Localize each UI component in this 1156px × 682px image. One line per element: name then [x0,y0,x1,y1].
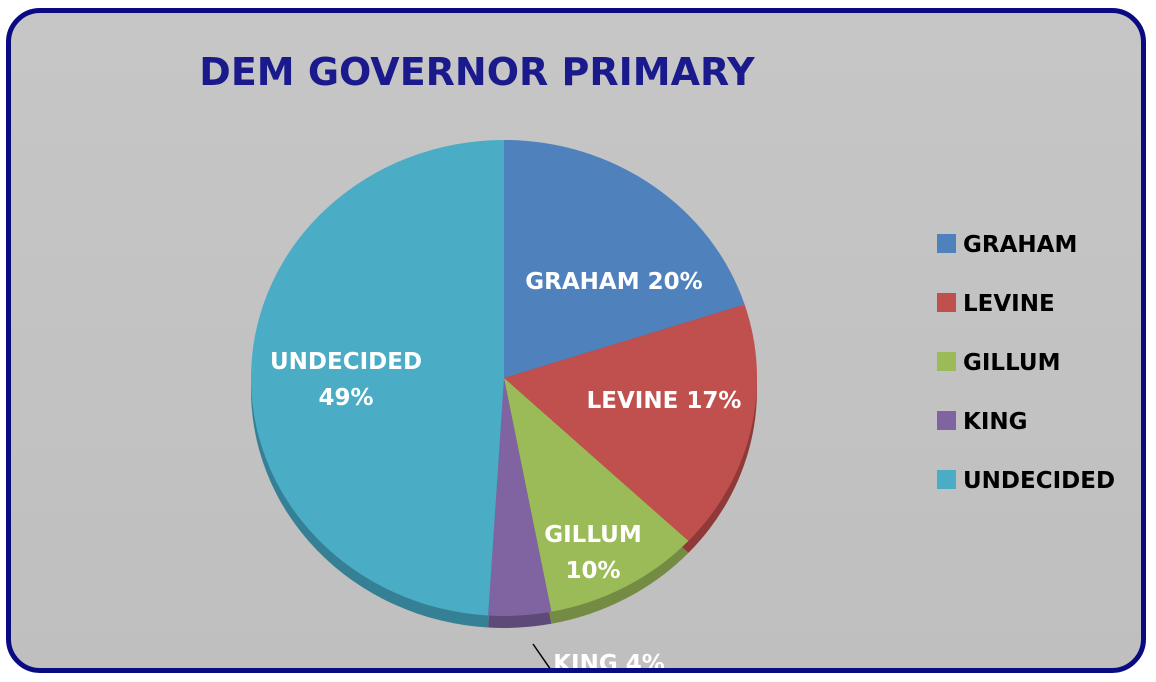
pie-slices [250,140,758,616]
legend-swatch-graham [937,234,956,253]
pie-slice-graham [504,140,745,378]
pie-chart: DEM GOVERNOR PRIMARY GRAHAM 20% LEVINE 17… [199,50,1115,668]
slice-label-king: KING 4% [553,651,665,668]
slice-label-levine: LEVINE 17% [587,388,742,414]
legend-label-levine: LEVINE [963,291,1055,317]
chart-title: DEM GOVERNOR PRIMARY [199,50,755,94]
legend-label-king: KING [963,409,1028,435]
pie-slice-levine [504,304,758,541]
legend-swatch-undecided [937,470,956,489]
pie-slice-gillum [504,378,689,612]
legend-swatch-gillum [937,352,956,371]
legend: GRAHAM LEVINE GILLUM KING UNDECIDED [937,232,1115,494]
leader-line-king [532,643,551,668]
pie-labels: GRAHAM 20% LEVINE 17% GILLUM 10% KING 4% UNDE… [270,269,741,668]
legend-label-gillum: GILLUM [963,350,1061,376]
legend-swatch-levine [937,293,956,312]
legend-label-graham: GRAHAM [963,232,1077,258]
legend-label-undecided: UNDECIDED [963,468,1115,494]
chart-frame: DEM GOVERNOR PRIMARY GRAHAM 20% LEVINE 17… [6,8,1146,673]
slice-label-graham: GRAHAM 20% [525,269,702,295]
pie-slice-king [488,378,552,616]
pie-slice-undecided [250,140,504,616]
slice-label-undecided: UNDECIDED 49% [270,349,422,411]
slice-label-gillum: GILLUM 10% [544,522,642,584]
legend-swatch-king [937,411,956,430]
